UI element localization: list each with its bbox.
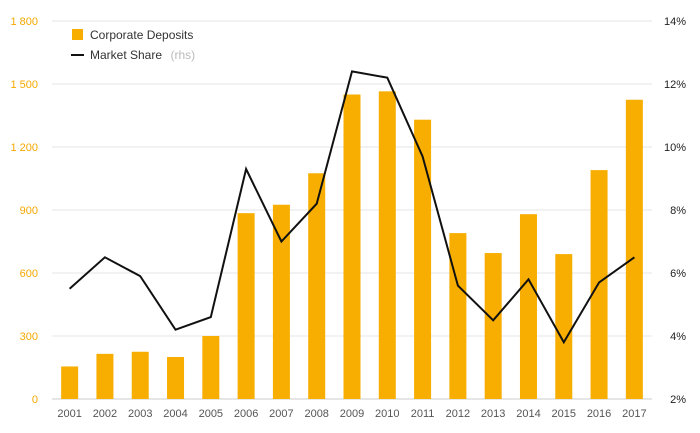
x-tick-label: 2011 xyxy=(411,408,435,420)
x-tick-label: 2012 xyxy=(446,408,470,420)
left-tick-label: 1 800 xyxy=(10,16,38,28)
right-tick-label: 4% xyxy=(670,331,686,343)
x-tick-label: 2005 xyxy=(199,408,223,420)
bar xyxy=(590,170,608,399)
bar xyxy=(414,119,432,399)
bar xyxy=(308,173,326,399)
x-axis: 2001 2002 2003 2004 2005 2006 2007 2008 2009 2010… xyxy=(57,408,646,420)
bar-series xyxy=(61,91,643,399)
x-tick-label: 2004 xyxy=(163,408,187,420)
bar xyxy=(237,213,255,399)
x-tick-label: 2009 xyxy=(340,408,364,420)
legend-label-market-share: Market Share xyxy=(90,48,162,62)
legend-label-market-share-note: (rhs) xyxy=(170,48,195,62)
bar xyxy=(272,204,290,399)
x-tick-label: 2002 xyxy=(93,408,117,420)
left-tick-label: 1 500 xyxy=(10,79,38,91)
x-tick-label: 2010 xyxy=(375,408,399,420)
right-tick-label: 2% xyxy=(670,394,686,406)
bar xyxy=(378,91,396,399)
bar xyxy=(96,353,114,399)
right-tick-label: 6% xyxy=(670,268,686,280)
x-tick-label: 2003 xyxy=(128,408,152,420)
x-tick-label: 2008 xyxy=(304,408,328,420)
x-tick-label: 2001 xyxy=(57,408,81,420)
x-tick-label: 2007 xyxy=(269,408,293,420)
left-tick-label: 1 200 xyxy=(10,142,38,154)
left-tick-label: 0 xyxy=(32,394,38,406)
x-tick-label: 2017 xyxy=(622,408,646,420)
x-tick-label: 2016 xyxy=(587,408,611,420)
x-tick-label: 2006 xyxy=(234,408,258,420)
line-series xyxy=(68,70,635,345)
right-axis: 2% 4% 6% 8% 10% 12% 14% xyxy=(664,16,686,406)
bar xyxy=(131,351,149,399)
bar xyxy=(202,336,220,399)
right-tick-label: 8% xyxy=(670,205,686,217)
bar xyxy=(484,253,502,399)
bar xyxy=(343,94,361,399)
market-share-line xyxy=(68,70,635,345)
bar xyxy=(61,366,79,399)
right-tick-label: 12% xyxy=(664,79,686,91)
legend-swatch-corporate-deposits xyxy=(72,29,83,40)
legend-label-corporate-deposits: Corporate Deposits xyxy=(90,28,193,42)
x-tick-label: 2013 xyxy=(481,408,505,420)
left-tick-label: 900 xyxy=(20,205,38,217)
x-tick-label: 2014 xyxy=(516,408,540,420)
x-tick-label: 2015 xyxy=(552,408,576,420)
bar xyxy=(555,254,573,399)
bar xyxy=(449,233,467,399)
bar xyxy=(625,99,643,399)
legend-label-market-share-group: Market Share (rhs) xyxy=(90,46,195,63)
left-tick-label: 300 xyxy=(20,331,38,343)
bar xyxy=(519,214,537,399)
right-tick-label: 10% xyxy=(664,142,686,154)
legend: Corporate Deposits Market Share (rhs) xyxy=(71,28,195,63)
left-tick-label: 600 xyxy=(20,268,38,280)
left-axis: 0 300 600 900 1 200 1 500 1 800 xyxy=(10,16,38,406)
bar xyxy=(167,357,185,399)
right-tick-label: 14% xyxy=(664,16,686,28)
